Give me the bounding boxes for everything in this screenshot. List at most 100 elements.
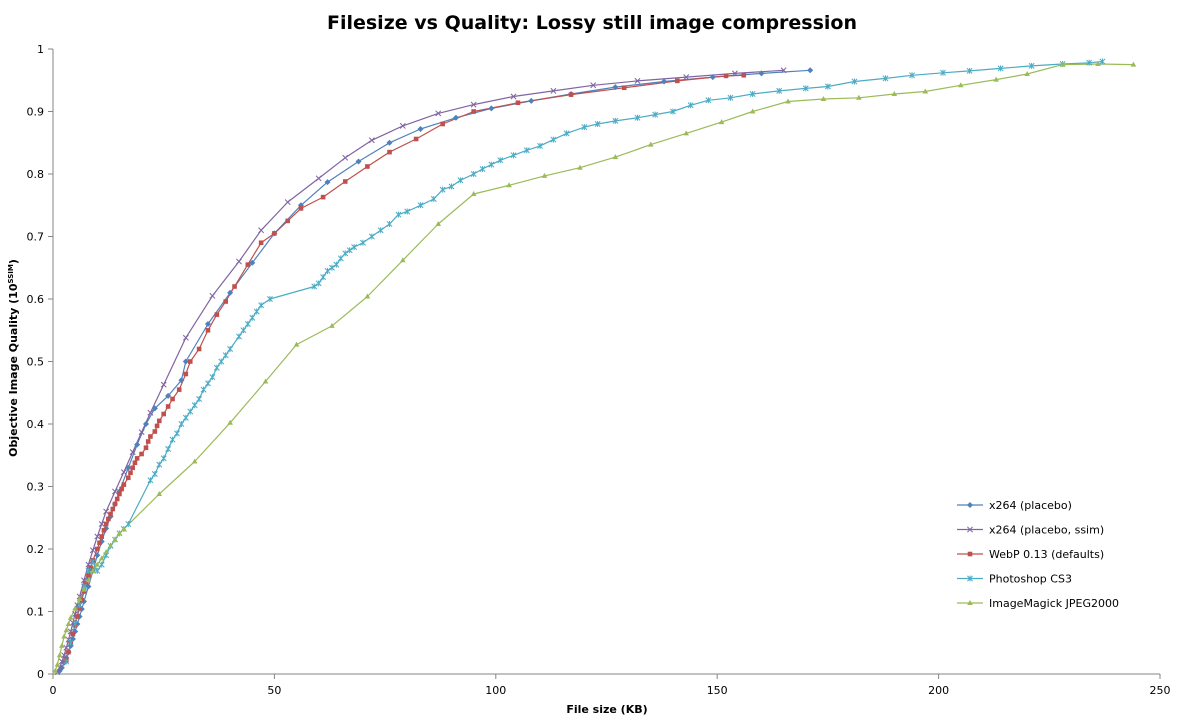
data-point [807, 67, 814, 74]
data-point [470, 191, 477, 196]
series-markers-1 [56, 67, 814, 674]
data-point [634, 77, 641, 84]
series-line-1 [59, 69, 811, 672]
data-point [58, 658, 65, 665]
data-point [125, 521, 132, 527]
data-point [621, 85, 627, 91]
data-point [541, 172, 548, 178]
data-point [337, 255, 344, 262]
y-tick-label: 0.2 [27, 543, 45, 556]
data-point [497, 157, 504, 164]
data-point [76, 602, 83, 609]
data-point [368, 137, 375, 144]
y-tick-label: 0.4 [27, 418, 45, 431]
data-point [718, 119, 725, 125]
data-point [351, 244, 358, 251]
y-axis-title-end: ) [7, 259, 20, 264]
data-point [182, 358, 189, 365]
data-point [200, 386, 207, 393]
data-point [856, 94, 862, 100]
data-point [258, 302, 265, 309]
data-point [209, 292, 216, 299]
data-point [457, 177, 464, 184]
data-point [272, 231, 277, 236]
data-point [191, 402, 198, 409]
data-point [776, 87, 783, 94]
data-point [661, 78, 668, 85]
data-point [196, 396, 203, 402]
data-point [182, 414, 189, 421]
data-point [83, 581, 89, 586]
data-point [142, 420, 150, 428]
data-point [652, 111, 659, 118]
x-tick-label: 150 [707, 684, 728, 697]
data-point [262, 378, 269, 384]
data-point [88, 565, 93, 571]
data-point [76, 596, 83, 601]
data-point [183, 371, 189, 377]
data-point [882, 75, 889, 82]
data-point [89, 558, 96, 565]
data-point [993, 76, 999, 82]
data-point [284, 199, 291, 206]
data-point [101, 527, 107, 533]
data-point [537, 142, 544, 149]
data-point [285, 218, 290, 224]
data-point [121, 526, 127, 531]
data-point [54, 661, 61, 667]
data-point [169, 436, 176, 443]
data-point [249, 259, 256, 266]
data-point [488, 105, 495, 112]
data-point [612, 117, 619, 124]
data-point [209, 374, 216, 381]
data-point [77, 606, 82, 611]
data-point [151, 405, 158, 412]
data-point [634, 114, 641, 121]
data-point [413, 136, 419, 142]
data-point [106, 516, 111, 522]
data-point [342, 154, 349, 161]
data-point [139, 451, 144, 457]
legend-swatch-marker [967, 575, 973, 582]
series-markers [52, 58, 1137, 676]
data-point [1086, 59, 1093, 66]
data-point [387, 149, 392, 155]
data-point [156, 418, 162, 424]
legend-swatch-marker [967, 551, 973, 557]
legend: x264 (placebo) x264 (placebo, ssim) WebP 0… [957, 499, 1119, 610]
chart-title: Filesize vs Quality: Lossy still image c… [327, 12, 857, 34]
data-point [851, 78, 858, 85]
data-point [488, 161, 495, 168]
data-point [94, 533, 101, 540]
data-point [342, 179, 348, 184]
data-point [103, 508, 110, 515]
data-point [160, 455, 167, 462]
data-point [63, 627, 70, 633]
data-point [132, 460, 138, 466]
data-point [205, 327, 211, 333]
data-point [368, 233, 375, 240]
data-point [214, 312, 220, 317]
data-point [196, 346, 202, 352]
data-point [386, 221, 393, 227]
data-point [63, 658, 70, 665]
data-point [187, 359, 193, 364]
data-point [820, 96, 827, 101]
data-point [687, 102, 694, 109]
y-tick-label: 0.7 [27, 231, 45, 244]
data-point [758, 70, 765, 77]
data-point [1024, 71, 1030, 76]
data-point [315, 280, 322, 287]
y-tick-label: 0.3 [27, 481, 45, 494]
data-point [1028, 62, 1035, 69]
data-point [174, 430, 180, 437]
data-point [125, 464, 132, 471]
data-point [156, 461, 163, 468]
data-point [148, 434, 153, 439]
data-point [119, 486, 124, 492]
y-tick-label: 0 [37, 668, 44, 681]
data-point [176, 387, 182, 392]
data-point [67, 639, 74, 646]
data-point [94, 546, 100, 552]
data-point [98, 561, 105, 568]
